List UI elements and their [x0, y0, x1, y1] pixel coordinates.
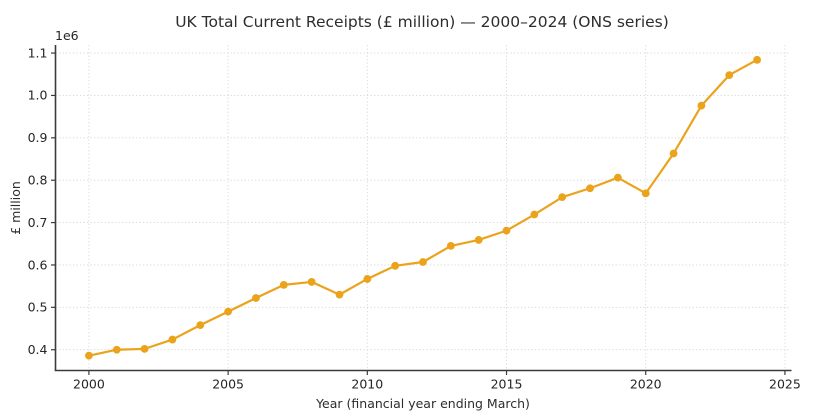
y-tick-label: 0.4	[28, 342, 48, 357]
data-series-total-receipts	[85, 56, 761, 360]
receipts-line	[89, 60, 757, 356]
x-tick-label: 2015	[491, 377, 523, 392]
data-point-marker	[530, 211, 538, 219]
y-tick-label: 1.0	[28, 88, 48, 103]
y-axis-offset-label: 1e6	[55, 28, 79, 43]
x-axis-label: Year (financial year ending March)	[315, 396, 530, 411]
x-tick-label: 2010	[351, 377, 383, 392]
data-point-marker	[336, 291, 344, 299]
y-tick-label: 0.7	[28, 215, 48, 230]
data-point-marker	[224, 308, 232, 316]
x-tick-label: 2025	[769, 377, 801, 392]
x-tick-label: 2020	[630, 377, 662, 392]
data-point-marker	[586, 184, 594, 192]
data-point-marker	[280, 281, 288, 289]
data-point-marker	[363, 275, 371, 283]
data-point-marker	[642, 189, 650, 197]
data-point-marker	[475, 236, 483, 244]
gridlines	[56, 45, 791, 371]
y-tick-label: 0.5	[28, 300, 48, 315]
y-axis-label: £ million	[8, 181, 23, 235]
data-point-marker	[252, 294, 260, 302]
data-point-marker	[419, 258, 427, 266]
x-tick-label: 2005	[212, 377, 244, 392]
data-point-marker	[670, 150, 678, 158]
chart-figure: 2000 2005 2010 2015 2020 2025 0.4 0.5 0.6 0.7 0.8 0…	[0, 0, 823, 420]
chart-title: UK Total Current Receipts (£ million) — …	[175, 13, 669, 31]
y-tick-label: 0.6	[28, 257, 48, 272]
data-point-marker	[85, 352, 93, 360]
data-point-marker	[391, 262, 399, 270]
line-chart-svg: 2000 2005 2010 2015 2020 2025 0.4 0.5 0.6 0.7 0.8 0…	[0, 0, 823, 420]
data-point-marker	[753, 56, 761, 64]
data-point-marker	[503, 227, 511, 235]
y-tick-label: 0.8	[28, 173, 48, 188]
tick-labels: 2000 2005 2010 2015 2020 2025 0.4 0.5 0.6 0.7 0.8 0…	[28, 45, 801, 391]
x-tick-label: 2000	[73, 377, 105, 392]
y-tick-label: 0.9	[28, 130, 48, 145]
data-point-marker	[558, 193, 566, 201]
data-point-marker	[725, 71, 733, 79]
data-point-marker	[447, 242, 455, 250]
data-point-marker	[169, 336, 177, 344]
data-point-marker	[141, 345, 149, 353]
data-point-marker	[113, 346, 121, 354]
data-point-marker	[614, 174, 622, 182]
y-tick-label: 1.1	[28, 45, 48, 60]
axes-spines	[55, 45, 792, 371]
data-point-marker	[308, 278, 316, 286]
data-point-marker	[196, 321, 204, 329]
data-point-marker	[698, 102, 706, 110]
axis-ticks	[51, 53, 785, 375]
